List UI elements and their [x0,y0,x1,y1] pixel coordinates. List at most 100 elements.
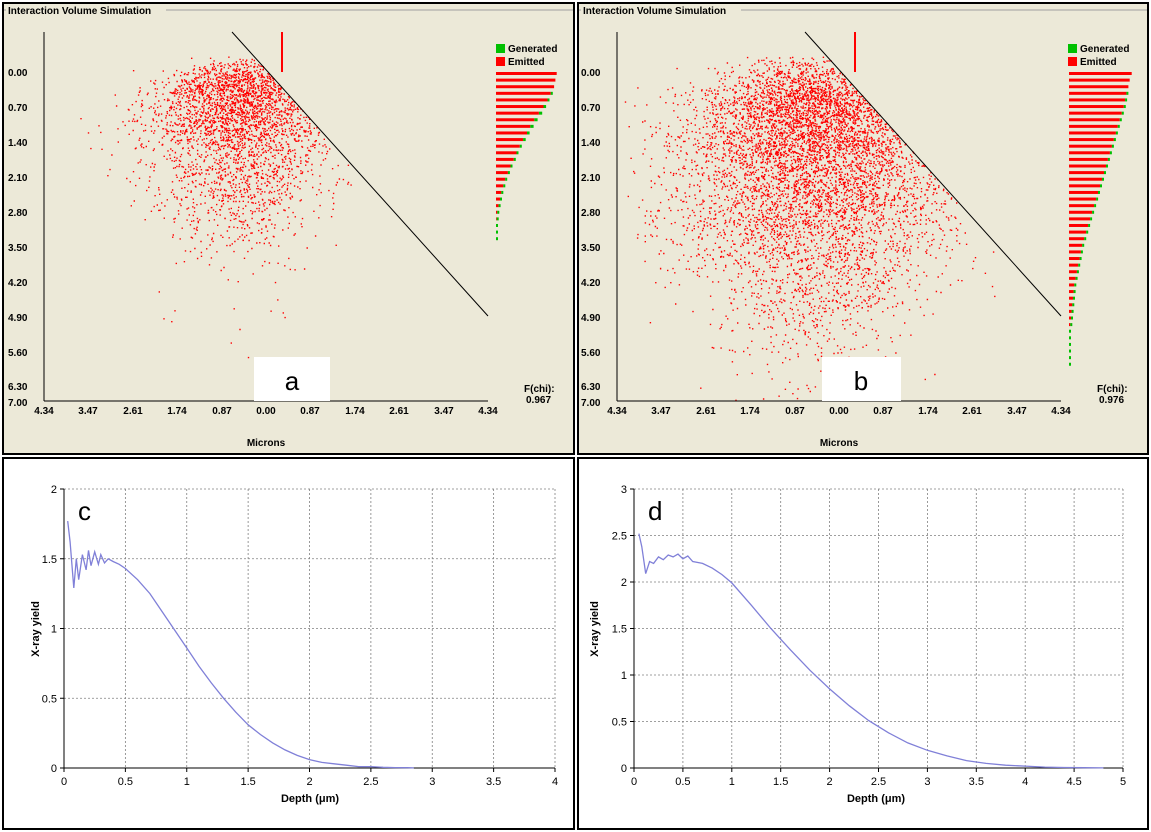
emitted-bar [496,131,527,135]
y-tick-label: 2 [51,484,57,496]
generated-bar [503,184,506,188]
x-tick: 4.34 [478,406,498,417]
x-axis-label: Microns [820,438,859,449]
chart-svg-d: 0 0.5 1 1.5 2 2.5 3 3.5 4 4.5 5 0 0.5 1 1.5 2 2.5 3 Dept… [589,484,1126,805]
y-tick-label: 0.5 [612,717,627,729]
emitted-bar [1069,72,1132,75]
y-tick-label: 1 [51,624,57,636]
generated-bar [1070,323,1073,327]
emitted-bar [1069,144,1112,148]
x-tick: 0.00 [256,406,276,417]
generated-bar [543,105,547,109]
x-tick: 3.47 [78,406,98,417]
emitted-bar [1069,230,1087,234]
panel-letter-box [254,357,330,401]
generated-bar [1123,105,1126,109]
generated-bar [530,124,534,128]
gridlines [60,488,556,772]
generated-bar [1073,296,1075,300]
x-tick: 0.87 [212,406,232,417]
x-tick-label: 2 [827,776,833,788]
x-tick: 2.61 [696,406,716,417]
emitted-bar [1069,210,1093,214]
generated-bar [547,98,550,102]
generated-bar [1088,223,1091,227]
emitted-bar [496,164,511,168]
x-tick-label: 0.5 [675,776,690,788]
y-tick: 0.70 [8,103,28,114]
generated-bar [1082,243,1085,247]
y-tick-label: 2 [621,577,627,589]
generated-bar [527,131,530,135]
x-tick-label: 2.5 [363,776,378,788]
electron-cloud-a [80,56,352,359]
emitted-bar [496,138,524,142]
emitted-bar [1069,237,1085,241]
y-tick: 1.40 [581,138,601,149]
generated-bar [550,91,553,95]
emitted-bar [496,177,506,181]
emitted-bar [496,78,556,82]
generated-bar [1069,356,1071,360]
x-tick: 2.61 [123,406,143,417]
sample-surface-line [231,31,489,317]
emitted-bar [496,72,557,75]
y-tick: 2.10 [581,173,601,184]
generated-bar [1086,230,1089,234]
emitted-bar [1069,190,1098,194]
generated-bar [1071,316,1073,320]
generated-bar [1069,329,1071,333]
generated-bar [1098,190,1100,194]
window-title: Interaction Volume Simulation [8,6,151,17]
emitted-bar [1069,290,1074,294]
y-tick-label: 1.5 [612,624,627,636]
x-tick: 3.47 [434,406,454,417]
x-axis-label: Microns [247,438,286,449]
emitted-bar [1069,197,1097,201]
x-tick: 0.87 [785,406,805,417]
y-tick: 4.90 [8,313,28,324]
y-tick-label: 0.5 [42,693,57,705]
panel-letter: d [648,496,662,526]
x-tick-labels: 0 0.5 1 1.5 2 2.5 3 3.5 4 [61,776,558,788]
y-tick: 6.30 [581,382,601,393]
y-tick: 4.20 [8,278,28,289]
emitted-bar [1069,164,1106,168]
emitted-swatch [1068,57,1077,66]
x-tick-label: 3.5 [486,776,501,788]
emitted-bar [1069,223,1089,227]
generated-bar [496,230,498,234]
emitted-swatch [496,57,505,66]
generated-bar [501,190,504,194]
x-tick-label: 0 [631,776,637,788]
y-tick-labels: 0.00 0.70 1.40 2.10 2.80 3.50 4.20 4.90 … [8,68,28,409]
generated-bar [500,197,502,201]
x-tick: 1.74 [918,406,938,417]
x-tick-label: 3 [429,776,435,788]
yield-curve [67,521,414,769]
emitted-bar [496,217,497,221]
generated-bar [1107,157,1110,161]
y-tick-label: 3 [621,484,627,496]
generated-bar [1092,210,1095,214]
sim-panel-a: Interaction Volume Simulation 0.00 0.70 … [2,2,575,455]
x-tick-label: 4 [552,776,558,788]
generated-bar [1074,283,1077,287]
x-tick: 1.74 [345,406,365,417]
y-tick: 4.20 [581,278,601,289]
emitted-bar [496,124,531,128]
emitted-bar [496,204,499,208]
emitted-bar [1069,323,1071,327]
generated-swatch [1068,44,1077,53]
generated-bar [1104,171,1106,175]
emitted-bar [1069,131,1116,135]
x-tick: 4.34 [607,406,627,417]
generated-bar [1119,118,1122,122]
window-title: Interaction Volume Simulation [583,6,726,17]
generated-bar [534,118,538,122]
y-tick: 2.10 [8,173,28,184]
x-tick: 2.61 [962,406,982,417]
generated-bar [1069,336,1071,340]
generated-bar [497,210,500,214]
emitted-bar [496,210,498,214]
